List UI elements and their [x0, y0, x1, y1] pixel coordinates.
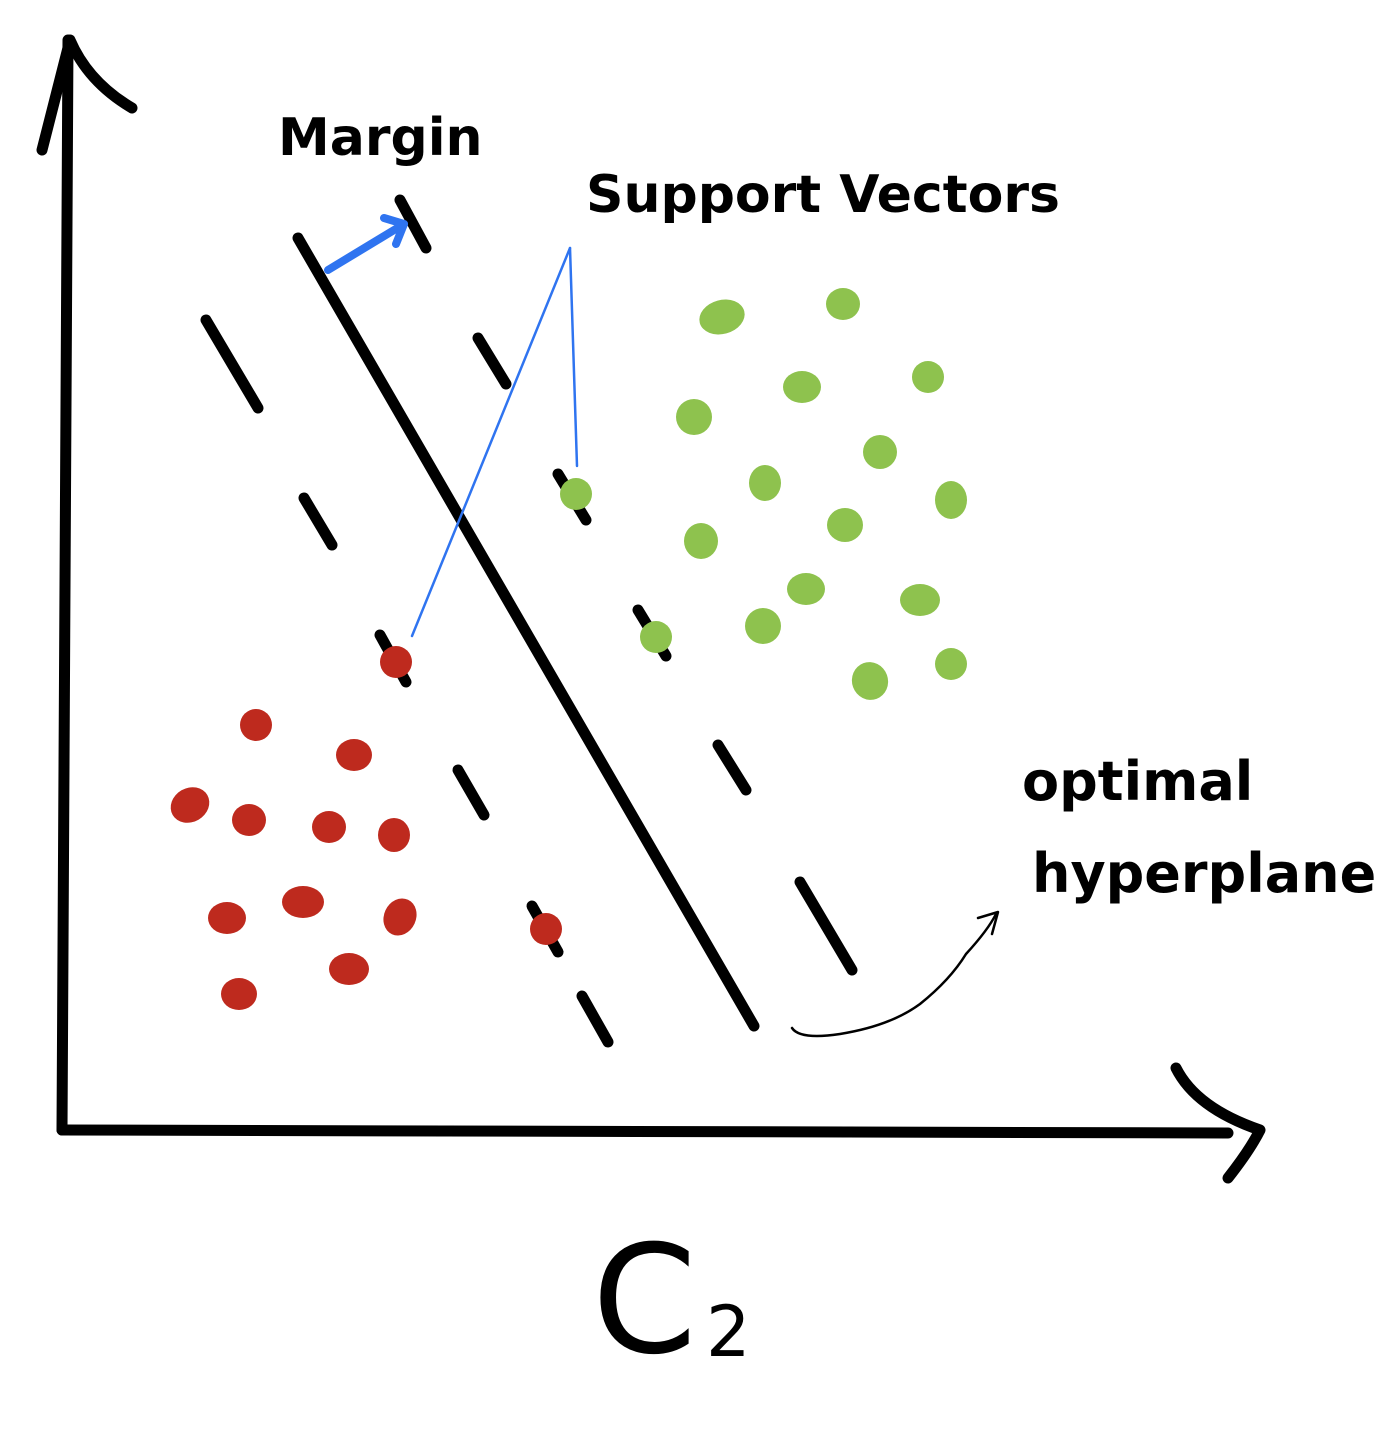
- right-margin-dash: [712, 739, 752, 796]
- red-point: [240, 709, 272, 741]
- red-support-vector: [530, 913, 562, 945]
- red-point: [378, 818, 410, 852]
- green-point: [749, 465, 781, 501]
- x-axis-label-subscript: 2: [706, 1291, 751, 1373]
- green-point: [699, 299, 745, 335]
- green-point: [935, 481, 967, 519]
- optimal-label: optimal: [1022, 750, 1253, 813]
- right-margin-dash: [394, 194, 432, 254]
- red-support-vector: [380, 646, 412, 678]
- left-margin-dash: [298, 492, 338, 551]
- green-point: [900, 584, 940, 616]
- green-support-vector: [640, 621, 672, 653]
- y-axis-line: [56, 34, 74, 1136]
- red-point: [221, 978, 257, 1010]
- y-axis-arrowhead: [36, 34, 138, 156]
- x-axis-line: [56, 1124, 1234, 1139]
- green-point: [783, 371, 821, 403]
- green-point: [827, 508, 863, 542]
- green-point: [935, 648, 967, 680]
- right-margin-dash: [794, 876, 858, 976]
- green-point: [676, 399, 712, 435]
- red-point: [170, 787, 210, 823]
- green-support-vector: [560, 478, 592, 510]
- margin-label: Margin: [278, 108, 483, 168]
- support-vectors-label: Support Vectors: [586, 165, 1060, 225]
- support-vector-pointers: [410, 246, 579, 638]
- green-point: [912, 361, 944, 393]
- red-class-points: [170, 646, 562, 1010]
- red-point: [312, 811, 346, 843]
- margin-arrow: [324, 214, 408, 274]
- axes: [36, 34, 1266, 1184]
- green-point: [745, 608, 781, 644]
- x-axis-arrowhead: [1170, 1062, 1266, 1184]
- optimal-hyperplane-line: [292, 232, 760, 1032]
- left-margin-dash: [452, 764, 490, 821]
- green-class-points: [560, 288, 967, 700]
- green-point: [851, 662, 889, 700]
- left-margin-dash: [576, 990, 614, 1048]
- red-point: [208, 902, 246, 934]
- red-point: [336, 739, 372, 771]
- left-margin-dash: [200, 314, 264, 414]
- red-point: [383, 898, 417, 936]
- green-point: [787, 573, 825, 605]
- hyperplane-label: hyperplane: [1032, 842, 1376, 905]
- green-point: [863, 435, 897, 469]
- x-axis-label: C: [592, 1214, 697, 1388]
- red-point: [232, 804, 266, 836]
- green-point: [826, 288, 860, 320]
- red-point: [329, 953, 369, 985]
- right-margin-dash: [472, 332, 512, 390]
- red-point: [282, 886, 324, 918]
- green-point: [684, 523, 718, 559]
- hyperplane-pointer-arrow: [790, 910, 1000, 1038]
